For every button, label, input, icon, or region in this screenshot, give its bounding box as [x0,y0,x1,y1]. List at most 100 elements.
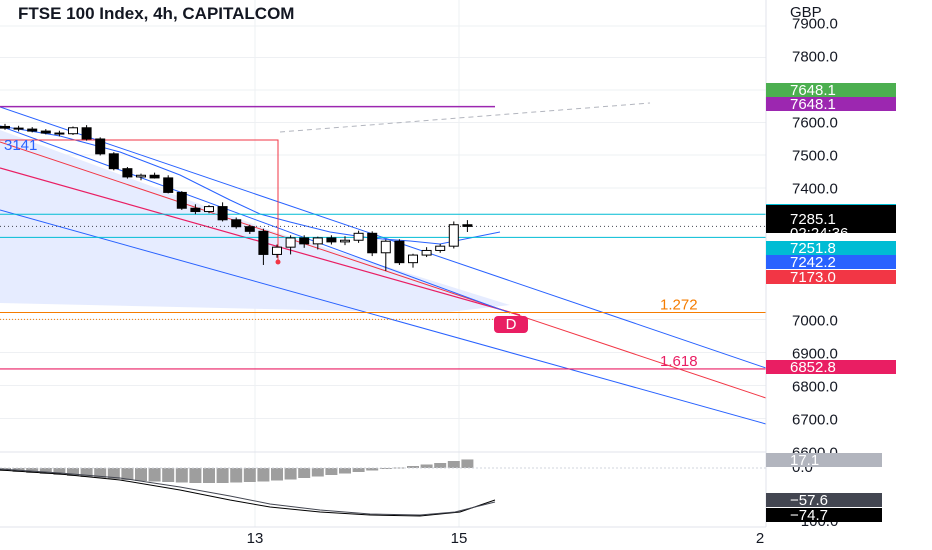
price-tag: 7648.1 [766,96,896,113]
pattern-d-marker: D [494,316,528,333]
candle-body [27,128,38,132]
candle-body [312,237,323,245]
osc-histogram-bar [257,468,270,482]
countdown-label: 02:24:36 [790,225,848,242]
pattern-d-label: D [506,316,517,333]
candle-body [81,127,92,140]
price-tags: 7648.17648.17321.77285.102:24:367251.872… [766,82,896,524]
candle-body [13,127,24,130]
osc-histogram-bar [80,468,93,477]
candle-body [54,132,65,135]
osc-histogram-bar [203,468,215,483]
pattern-leg-blue-line [0,125,511,314]
price-tag: 7251.8 [766,240,896,257]
candle-body [176,191,187,209]
osc-histogram-bar [135,468,147,481]
osc-histogram-bar [230,468,243,483]
candle-body [367,232,378,254]
price-tag-label: 7285.1 [790,211,836,228]
osc-histogram-bar [407,466,419,468]
price-tag-label: 7648.1 [790,96,836,113]
pattern-d-bg [494,316,528,333]
candle-body [380,240,391,254]
channel-fill [0,130,510,313]
osc-histogram-bar [148,468,161,482]
candle-body [204,206,214,213]
osc-histogram-bar [243,468,256,482]
candle-body [0,125,10,129]
osc-tag-label: 17.1 [790,452,819,469]
price-tag-label: 7648.1 [790,82,836,99]
channel-lower-line [0,209,766,425]
price-tag-bg [766,97,896,111]
osc-histogram-bar [434,463,447,468]
price-tick-label: 7000.0 [792,312,838,329]
red-bracket-line [0,139,279,262]
partial-left-label: 3141 [4,137,37,154]
osc-tag-bg [766,453,882,467]
osc-histogram-bar [189,468,202,483]
price-tag: 7242.2 [766,254,896,271]
candle-body [340,239,350,243]
price-tick-label: 7900.0 [792,16,838,33]
time-tick-label: 13 [247,530,264,547]
osc-histogram-bar [107,468,120,479]
osc-histogram-bar [366,468,379,471]
red-marker-dot [275,259,281,265]
candle-body [462,224,473,227]
price-tick-label: 6900.0 [792,345,838,362]
fib-label-0: 1.272 [660,296,698,313]
osc-signal-line [0,469,496,517]
osc-histogram-bar [216,468,229,483]
price-tag-label: 7242.2 [790,254,836,271]
drawings-layer: D 3141 1.272 1.618 [0,102,766,425]
price-tick-label: 6800.0 [792,378,838,395]
price-tag-bg [766,255,896,269]
candle-body [136,174,146,178]
candle-body [326,237,337,243]
candle-body [95,138,106,155]
price-tag-label: 7173.0 [790,269,836,286]
candle-body [163,177,174,193]
price-tag-label: 7251.8 [790,240,836,257]
candle-body [244,226,255,232]
price-tick-label: 6700.0 [792,411,838,428]
price-tick-label: 7400.0 [792,180,838,197]
candle-body [149,174,160,179]
osc-tag: −57.6 [766,492,882,509]
price-tag-bg [766,205,896,233]
osc-histogram-bar [53,468,66,475]
candle-body [217,206,228,221]
candle-body [68,127,78,135]
candle-body [258,230,269,255]
price-tick-label: 7800.0 [792,49,838,66]
candle-body [122,168,133,178]
price-tag-bg [766,241,896,255]
price-tag-bg [766,83,896,97]
oscillator-pane [0,459,766,517]
candle-body [421,249,432,256]
osc-main-line [0,468,496,516]
price-tick-label: 7500.0 [792,147,838,164]
osc-histogram-bar [271,468,283,481]
time-tick-label: 15 [451,530,468,547]
price-tag-bg [766,360,896,374]
osc-histogram-bar [162,468,175,482]
candle-body [353,232,364,241]
osc-histogram-bar [39,468,52,474]
osc-tag-label: −57.6 [790,492,828,509]
price-tag: 7173.0 [766,269,896,286]
osc-tag-bg [766,508,882,522]
currency-label: GBP [790,4,822,21]
osc-histogram-bar [339,468,351,474]
candle-body [190,207,201,213]
candle-body [285,237,296,248]
candles-layer [0,123,473,271]
time-axis[interactable]: 13 15 2 [247,530,765,547]
osc-histogram-bar [447,461,460,468]
osc-histogram-bar [325,468,338,475]
osc-histogram-bar [311,468,324,477]
candle-body [231,219,242,228]
osc-histogram-bar [420,464,433,468]
